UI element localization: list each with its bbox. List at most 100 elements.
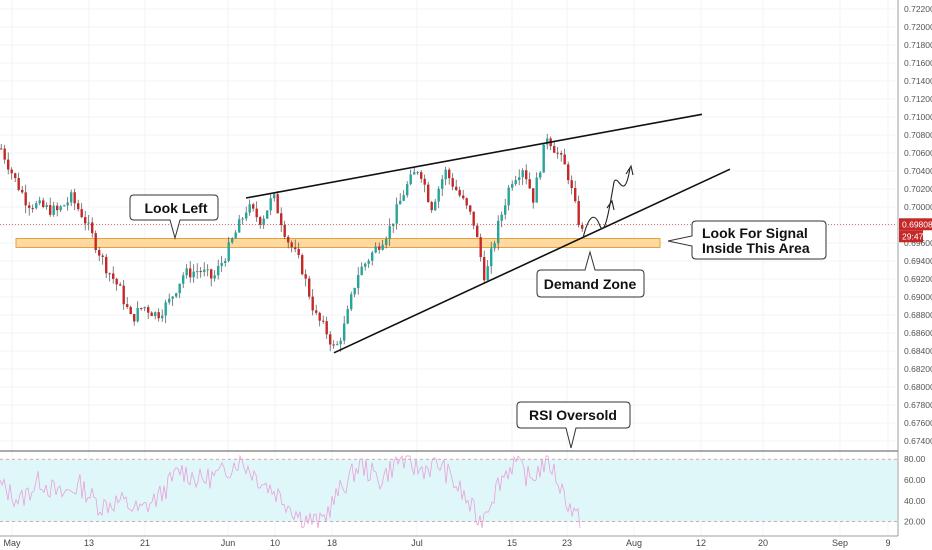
- candle-body: [45, 205, 48, 207]
- candle-body: [192, 271, 195, 278]
- candle-body: [52, 205, 55, 215]
- candle-body: [577, 201, 580, 226]
- candle-body: [7, 159, 10, 170]
- candle-body: [259, 217, 262, 225]
- candle-body: [234, 232, 237, 239]
- candle-body: [430, 202, 433, 211]
- candle-body: [280, 213, 283, 226]
- time-tick-label: 9: [885, 538, 890, 548]
- candle-body: [73, 192, 76, 204]
- price-axis[interactable]: 0.72200 0.72000 0.71800 0.71600 0.71400 0.712…: [0, 0, 932, 536]
- candle-body: [574, 187, 577, 202]
- candle-body: [252, 204, 255, 209]
- candle-body: [525, 170, 528, 180]
- candle-body: [455, 186, 458, 191]
- candle-body: [528, 179, 531, 189]
- candle-body: [388, 226, 391, 239]
- candle-body: [367, 260, 370, 264]
- price-tick-label: 0.70600: [904, 148, 932, 158]
- candle-body: [311, 296, 314, 311]
- candle-body: [364, 263, 367, 267]
- candle-body: [441, 179, 444, 189]
- projection-path: [582, 167, 631, 239]
- price-tick-label: 0.72200: [904, 4, 932, 14]
- candle-body: [322, 320, 325, 322]
- candle-body: [329, 334, 332, 345]
- candle-body: [276, 194, 279, 214]
- candle-body: [164, 302, 167, 316]
- candle-body: [483, 257, 486, 281]
- candle-body: [157, 312, 160, 319]
- candle-body: [360, 266, 363, 276]
- price-tick-label: 0.69000: [904, 292, 932, 302]
- candle-body: [294, 247, 297, 250]
- candle-body: [392, 223, 395, 227]
- candle-body: [119, 284, 122, 286]
- candle-body: [539, 172, 542, 178]
- candle-body: [357, 275, 360, 289]
- candle-body: [332, 344, 335, 346]
- candle-body: [479, 237, 482, 258]
- time-axis[interactable]: May 13 21 Jun 10 18 Jul 15 23 Aug 12 20 Sep 9: [0, 535, 898, 548]
- projection-arrows: [582, 164, 634, 239]
- countdown-tag: [899, 230, 923, 243]
- candle-body: [521, 170, 524, 178]
- candle-body: [105, 256, 108, 274]
- candle-body: [283, 225, 286, 237]
- lower-trendline: [333, 168, 731, 354]
- candle-body: [500, 214, 503, 221]
- candle-body: [77, 203, 80, 210]
- candle-body: [101, 255, 104, 257]
- candle-body: [224, 261, 227, 263]
- candle-body: [59, 206, 62, 211]
- price-tick-label: 0.68000: [904, 382, 932, 392]
- candle-body: [245, 212, 248, 219]
- candle-body: [409, 174, 412, 185]
- candle-body: [465, 198, 468, 206]
- candle-body: [511, 184, 514, 188]
- candle-body: [399, 200, 402, 205]
- candle-body: [17, 178, 20, 190]
- demand-zone-layer: [15, 238, 661, 248]
- candle-body: [161, 315, 164, 319]
- candle-body: [451, 178, 454, 187]
- candlestick-series: [0, 133, 584, 352]
- time-tick-label: 23: [562, 538, 572, 548]
- candle-body: [122, 285, 125, 305]
- price-tick-label: 0.71800: [904, 40, 932, 50]
- candle-body: [567, 164, 570, 181]
- candle-body: [10, 169, 13, 174]
- candle-body: [38, 200, 41, 204]
- price-tick-label: 0.67400: [904, 436, 932, 446]
- candle-body: [560, 153, 563, 155]
- candle-body: [262, 218, 265, 225]
- candle-body: [203, 269, 206, 273]
- candle-body: [231, 238, 234, 243]
- candle-body: [318, 312, 321, 321]
- time-tick-label: Sep: [832, 538, 848, 548]
- candle-body: [273, 194, 276, 199]
- candle-body: [434, 201, 437, 211]
- candle-body: [112, 273, 115, 279]
- price-tick-label: 0.67800: [904, 400, 932, 410]
- candle-body: [304, 274, 307, 279]
- look-left-callout: Look Left: [129, 194, 219, 240]
- time-tick-label: Jun: [221, 538, 236, 548]
- candle-body: [150, 312, 153, 317]
- candle-body: [49, 205, 52, 215]
- candle-body: [178, 283, 181, 294]
- candle-body: [227, 242, 230, 262]
- candle-body: [115, 278, 118, 285]
- candle-body: [301, 255, 304, 275]
- look-for-signal-label-1: Look For Signal: [702, 225, 808, 241]
- arrow-head-icon: [625, 164, 634, 176]
- price-tick-label: 0.71200: [904, 94, 932, 104]
- candle-body: [472, 211, 475, 226]
- candle-body: [266, 210, 269, 219]
- candle-body: [553, 146, 556, 153]
- candle-body: [378, 246, 381, 250]
- candle-body: [287, 236, 290, 243]
- candle-body: [42, 200, 45, 207]
- candle-body: [563, 154, 566, 165]
